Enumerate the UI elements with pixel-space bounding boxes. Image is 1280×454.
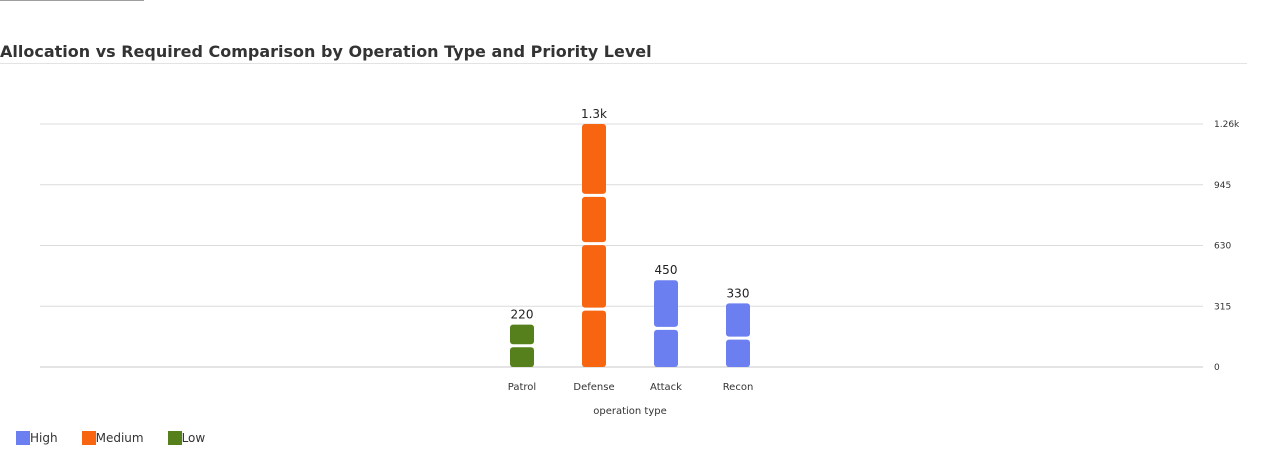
bar-recon-high [726,339,750,367]
y-tick-label: 315 [1214,302,1231,312]
legend-item-low[interactable]: Low [167,431,206,445]
legend-swatch [81,431,96,445]
total-label-patrol: 220 [511,308,534,322]
bar-defense-medium [582,310,606,367]
legend-item-high[interactable]: High [16,431,58,445]
x-tick-label: Recon [723,382,754,393]
legend-label: Medium [95,431,144,445]
legend: High Medium Low [16,430,229,446]
bar-attack-high [654,280,678,327]
x-tick-label: Patrol [508,382,536,393]
y-tick-label: 1.26k [1214,120,1240,130]
bar-patrol-low [510,324,534,345]
bar-defense-medium [582,245,606,308]
bar-defense-medium [582,124,606,194]
bars [510,124,750,367]
y-tick-label: 630 [1214,242,1231,252]
bar-recon-high [726,303,750,337]
total-label-recon: 330 [727,286,750,300]
legend-swatch [16,431,30,445]
x-axis-ticks: Patrol Defense Attack Recon [508,382,754,393]
bar-attack-high [654,329,678,367]
total-label-defense: 1.3k [581,107,607,121]
x-axis-label: operation type [593,406,667,417]
legend-label: High [30,431,58,445]
y-tick-label: 0 [1214,363,1220,373]
chart-title: Allocation vs Required Comparison by Ope… [0,42,652,61]
y-tick-label: 945 [1214,181,1231,191]
title-divider [0,63,1247,64]
grid-lines [40,123,1203,368]
legend-label: Low [181,431,206,445]
legend-swatch [167,431,182,445]
x-tick-label: Defense [573,382,614,393]
bar-patrol-low [510,347,534,367]
x-tick-label: Attack [650,382,682,393]
y-axis-ticks: 0 315 630 945 1.26k [1214,120,1240,373]
total-label-attack: 450 [655,263,678,277]
legend-item-medium[interactable]: Medium [81,431,144,445]
bar-defense-medium [582,196,606,243]
total-labels: 220 1.3k 450 330 [511,107,750,322]
top-divider [0,0,144,1]
